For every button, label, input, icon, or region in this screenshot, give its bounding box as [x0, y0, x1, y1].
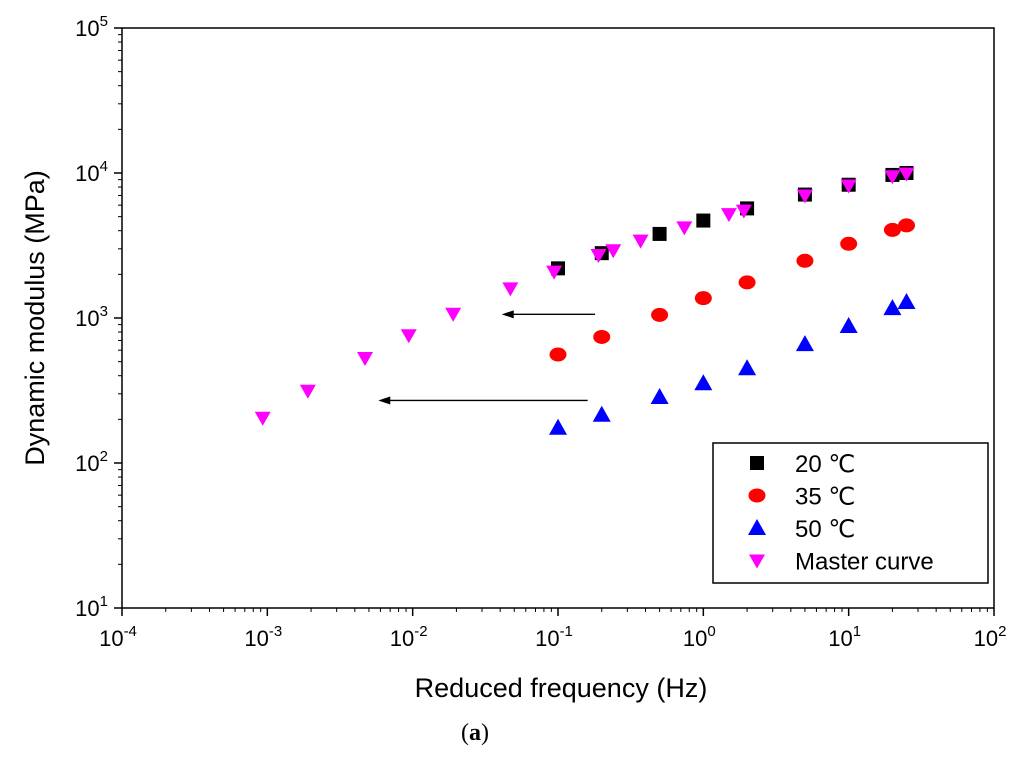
data-point	[676, 221, 693, 236]
data-point	[738, 275, 756, 290]
data-point	[590, 248, 607, 263]
y-tick-label: 104	[75, 158, 108, 186]
caption-open-paren: (	[461, 720, 469, 746]
data-point	[400, 329, 417, 344]
data-point	[795, 335, 814, 352]
data-point	[593, 329, 611, 344]
data-point	[883, 299, 902, 316]
data-point	[897, 292, 916, 309]
x-tick-labels: 10-4 10-3 10-2 10-1 100 101 102	[99, 623, 1006, 651]
data-point	[840, 236, 858, 251]
data-point	[898, 218, 916, 233]
data-point	[883, 222, 901, 237]
series-3	[254, 167, 915, 426]
x-tick-label: 102	[974, 623, 1007, 651]
data-point	[839, 317, 858, 334]
legend-marker	[749, 554, 765, 569]
data-point	[898, 167, 915, 182]
y-tick-label: 101	[75, 593, 108, 621]
data-point	[652, 226, 667, 241]
y-axis-title: Dynamic modulus (MPa)	[20, 170, 50, 466]
data-point	[632, 234, 649, 249]
shift-arrow-head	[378, 396, 391, 405]
legend-label: 35 ℃	[795, 484, 855, 511]
data-point	[546, 265, 563, 280]
data-point	[299, 384, 316, 399]
x-axis-title: Reduced frequency (Hz)	[415, 673, 708, 703]
series-0	[551, 166, 914, 276]
data-point	[696, 213, 711, 228]
data-points	[254, 166, 916, 435]
series-2	[549, 292, 916, 435]
data-point	[549, 418, 567, 435]
data-point	[694, 374, 713, 391]
legend-marker	[750, 456, 764, 470]
data-point	[549, 347, 567, 362]
x-tick-label: 10-1	[535, 623, 573, 651]
x-tick-label: 10-2	[390, 623, 428, 651]
y-tick-labels: 101 102 103 104 105	[75, 13, 108, 621]
y-tick-label: 103	[75, 303, 108, 331]
series-1	[549, 218, 916, 362]
x-tick-label: 100	[683, 623, 716, 651]
data-point	[357, 351, 374, 366]
data-point	[650, 388, 669, 405]
legend-label: 50 ℃	[795, 516, 855, 543]
legend-marker	[748, 519, 766, 535]
data-point	[694, 291, 712, 306]
data-point	[502, 282, 519, 297]
data-point	[720, 208, 737, 223]
legend-marker	[748, 488, 766, 503]
data-point	[796, 189, 813, 204]
data-point	[735, 204, 752, 219]
data-point	[884, 170, 901, 185]
y-tick-label: 105	[75, 13, 108, 41]
legend-label: 20 ℃	[795, 451, 855, 478]
data-point	[605, 244, 622, 259]
figure-caption: (a)	[461, 720, 489, 746]
legend-label: Master curve	[795, 549, 934, 576]
data-point	[254, 411, 271, 426]
x-tick-label: 10-3	[244, 623, 282, 651]
data-point	[651, 307, 669, 322]
shift-arrows	[378, 310, 596, 405]
legend: 20 ℃ 35 ℃ 50 ℃ Master curve	[712, 442, 989, 584]
shift-arrow-head	[501, 310, 514, 319]
caption-letter: a	[469, 720, 481, 746]
x-tick-label: 10-4	[99, 623, 137, 651]
caption-close-paren: )	[481, 720, 489, 746]
data-point	[796, 253, 814, 268]
data-point	[840, 179, 857, 194]
data-point	[592, 405, 611, 422]
data-point	[738, 359, 757, 376]
x-tick-label: 101	[828, 623, 861, 651]
y-tick-label: 102	[75, 448, 108, 476]
data-point	[445, 307, 462, 322]
tick-marks	[114, 27, 995, 616]
